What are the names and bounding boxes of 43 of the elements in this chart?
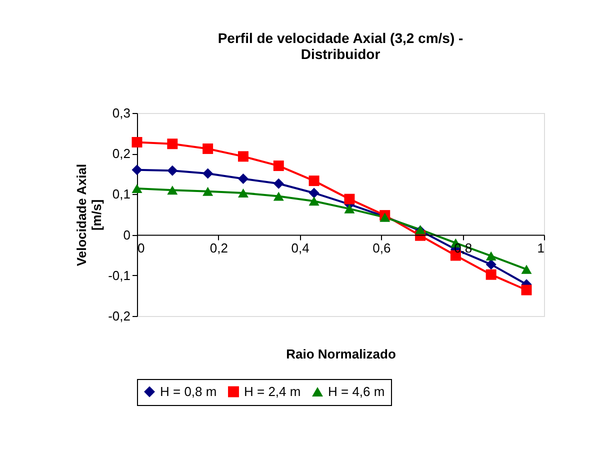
point (132, 136, 142, 148)
y-tick-label: 0,1 (112, 186, 130, 202)
point (238, 174, 248, 184)
point (486, 269, 496, 280)
x-tick-label: 0,4 (291, 240, 310, 256)
point (132, 184, 142, 194)
point (167, 186, 178, 195)
point (238, 188, 248, 198)
y-tick-label: -0,1 (108, 268, 130, 283)
point (273, 192, 284, 201)
x-tick-label: 1 (537, 240, 544, 256)
point (167, 165, 178, 176)
point (521, 264, 532, 274)
y-tick-label: -0,2 (108, 308, 130, 324)
x-tick-label: 0,8 (454, 240, 472, 256)
point (202, 168, 214, 179)
point (486, 259, 496, 270)
x-axis-title: Raio Normalizado (286, 346, 396, 362)
y-axis-title: Velocidade Axial [m/s] (74, 164, 104, 266)
point (238, 151, 248, 162)
y-tick-label: 0,2 (112, 146, 130, 162)
legend-label: H = 2,4 m (244, 384, 301, 399)
point (344, 204, 355, 214)
point (308, 196, 320, 206)
legend-label: H = 4,6 m (328, 384, 385, 399)
x-tick-label: 0,6 (372, 240, 391, 256)
point (167, 138, 178, 150)
y-tick-label: 0,3 (112, 106, 130, 120)
legend-label: H = 0,8 m (160, 384, 217, 399)
point (521, 284, 532, 296)
point (273, 178, 284, 189)
point (308, 176, 320, 186)
chart-title: Perfil de velocidade Axial (3,2 cm/s) - Distribuidor (218, 30, 464, 62)
point (273, 160, 284, 172)
x-tick-label: 0 (138, 240, 145, 256)
y-tick-label: 0 (123, 227, 130, 242)
point (202, 186, 214, 196)
point (132, 164, 142, 176)
point (344, 194, 355, 204)
point (486, 251, 496, 260)
x-tick-label: 0,2 (210, 240, 228, 256)
point (202, 143, 214, 154)
point (308, 188, 320, 198)
